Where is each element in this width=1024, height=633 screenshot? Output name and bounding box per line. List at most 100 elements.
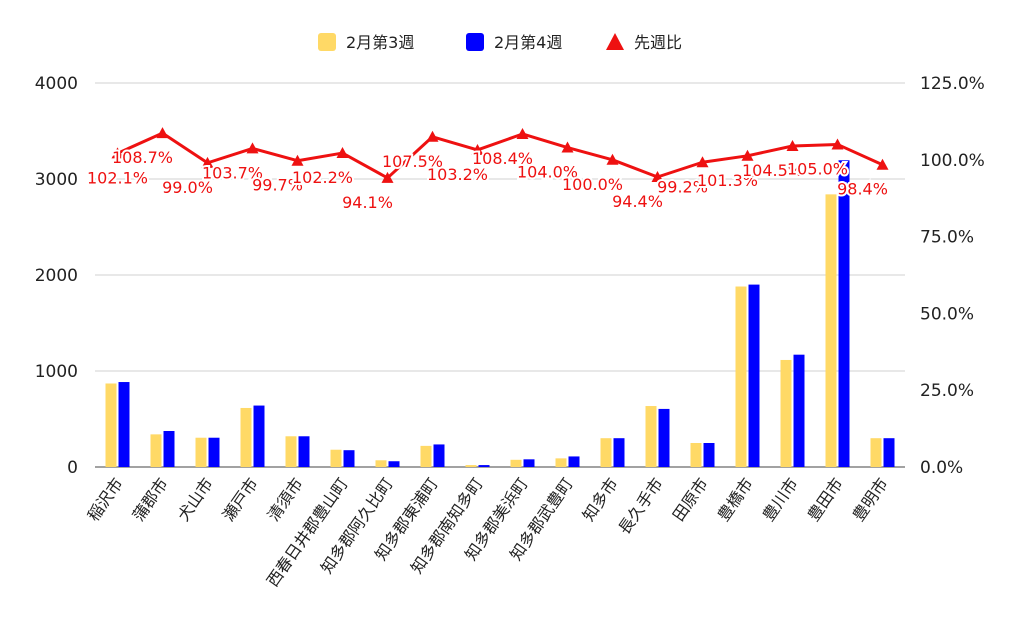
category-label: 豊明市 xyxy=(849,474,892,524)
triangle-marker xyxy=(606,153,619,165)
category-label: 豊川市 xyxy=(759,474,802,524)
bar-week3 xyxy=(150,434,162,467)
line-series: 102.1%108.7% 99.0%103.7%99.7%102.2% 94.1% 1… xyxy=(85,127,890,214)
ratio-data-label: 108.4% xyxy=(472,149,533,168)
ratio-data-label: 104.0% xyxy=(517,163,578,182)
bar-week3 xyxy=(825,194,837,468)
left-tick-label: 3000 xyxy=(35,170,78,190)
bar-week4 xyxy=(703,443,715,467)
bar-week4 xyxy=(478,465,490,467)
bar-week3 xyxy=(375,460,387,467)
legend-triangle-icon xyxy=(606,33,624,50)
legend-label: 2月第4週 xyxy=(494,33,562,52)
bar-week3 xyxy=(555,458,567,467)
ratio-data-label: 94.1% xyxy=(342,193,393,212)
bar-week3 xyxy=(690,443,702,467)
category-label: 豊橋市 xyxy=(714,474,757,524)
ratio-data-label: 99.0% xyxy=(162,178,213,197)
triangle-marker xyxy=(741,149,754,161)
right-tick-label: 50.0% xyxy=(920,304,974,324)
right-tick-label: 25.0% xyxy=(920,381,974,401)
right-tick-label: 0.0% xyxy=(920,458,963,478)
ratio-data-label: 108.7% xyxy=(112,148,173,167)
category-label: 知多市 xyxy=(579,474,622,524)
category-label: 清須市 xyxy=(264,474,307,524)
bar-week4 xyxy=(748,284,760,467)
triangle-marker xyxy=(471,143,484,155)
triangle-marker xyxy=(156,127,169,139)
triangle-marker xyxy=(291,154,304,166)
triangle-marker xyxy=(876,158,889,170)
bar-week4 xyxy=(163,431,175,467)
left-tick-label: 1000 xyxy=(35,362,78,382)
ratio-data-label: 100.0% xyxy=(562,175,623,194)
right-tick-label: 75.0% xyxy=(920,228,974,248)
ratio-line xyxy=(116,131,884,180)
ratio-data-label: 99.2% xyxy=(657,177,708,196)
category-label: 豊田市 xyxy=(804,474,847,524)
legend-swatch xyxy=(466,33,484,51)
triangle-marker xyxy=(516,127,529,139)
bar-week3 xyxy=(465,465,477,467)
bar-week3 xyxy=(870,438,882,467)
bar-week3 xyxy=(195,437,207,467)
ratio-data-label: 102.1% xyxy=(87,168,148,187)
triangle-marker xyxy=(246,142,259,154)
ratio-data-label: 98.4% xyxy=(837,180,888,199)
triangle-marker xyxy=(651,171,664,183)
right-axis-ticks: 0.0% 25.0% 50.0% 75.0% 100.0% 125.0% xyxy=(920,74,985,478)
left-tick-label: 0 xyxy=(67,458,78,478)
bar-week3 xyxy=(285,436,297,467)
legend-label: 先週比 xyxy=(634,33,682,52)
ratio-data-label: 104.5% xyxy=(742,161,803,180)
category-label: 西春日井郡豊山町 xyxy=(263,474,352,590)
ratio-data-label: 103.7% xyxy=(202,163,263,182)
bar-week4 xyxy=(433,444,445,467)
bar-week3 xyxy=(105,383,117,467)
bar-week4 xyxy=(613,438,625,467)
bar-week3 xyxy=(735,286,747,467)
ratio-data-label: 102.2% xyxy=(292,168,353,187)
ratio-data-label: 94.4% xyxy=(612,192,663,211)
bar-week4 xyxy=(298,436,310,467)
bar-week3 xyxy=(600,438,612,467)
ratio-data-label: 105.0% xyxy=(787,159,848,178)
triangle-marker xyxy=(381,171,394,183)
category-label: 蒲郡市 xyxy=(129,474,172,524)
bar-week3 xyxy=(645,406,657,467)
bar-series xyxy=(105,160,895,468)
triangle-marker xyxy=(336,147,349,159)
right-tick-label: 100.0% xyxy=(920,151,985,171)
triangle-marker xyxy=(201,156,214,168)
gridlines xyxy=(95,82,905,468)
category-label: 田原市 xyxy=(669,474,712,524)
triangle-marker xyxy=(561,141,574,153)
bar-week3 xyxy=(330,449,342,467)
left-tick-label: 4000 xyxy=(35,74,78,94)
bar-week4 xyxy=(388,461,400,467)
ratio-data-label: 101.3% xyxy=(697,171,758,190)
bar-week3 xyxy=(240,407,252,467)
bar-week4 xyxy=(658,408,670,467)
bar-week4 xyxy=(793,354,805,467)
bar-week3 xyxy=(420,445,432,467)
bar-week4 xyxy=(343,450,355,467)
bar-week3 xyxy=(780,359,792,467)
triangle-marker xyxy=(696,156,709,168)
left-axis-ticks: 0 1000 2000 3000 4000 xyxy=(35,74,78,478)
bar-week4 xyxy=(253,405,265,467)
bar-week4 xyxy=(568,456,580,467)
ratio-data-label: 99.7% xyxy=(252,176,303,195)
ratio-data-label: 107.5% xyxy=(382,152,443,171)
bar-week4 xyxy=(208,437,220,467)
right-tick-label: 125.0% xyxy=(920,74,985,94)
bar-week4 xyxy=(523,459,535,467)
triangle-marker xyxy=(786,139,799,151)
category-label: 長久手市 xyxy=(614,474,666,537)
bar-week4 xyxy=(838,160,850,467)
category-label: 稲沢市 xyxy=(84,474,127,524)
bar-week4 xyxy=(883,438,895,467)
bar-week3 xyxy=(510,459,522,467)
